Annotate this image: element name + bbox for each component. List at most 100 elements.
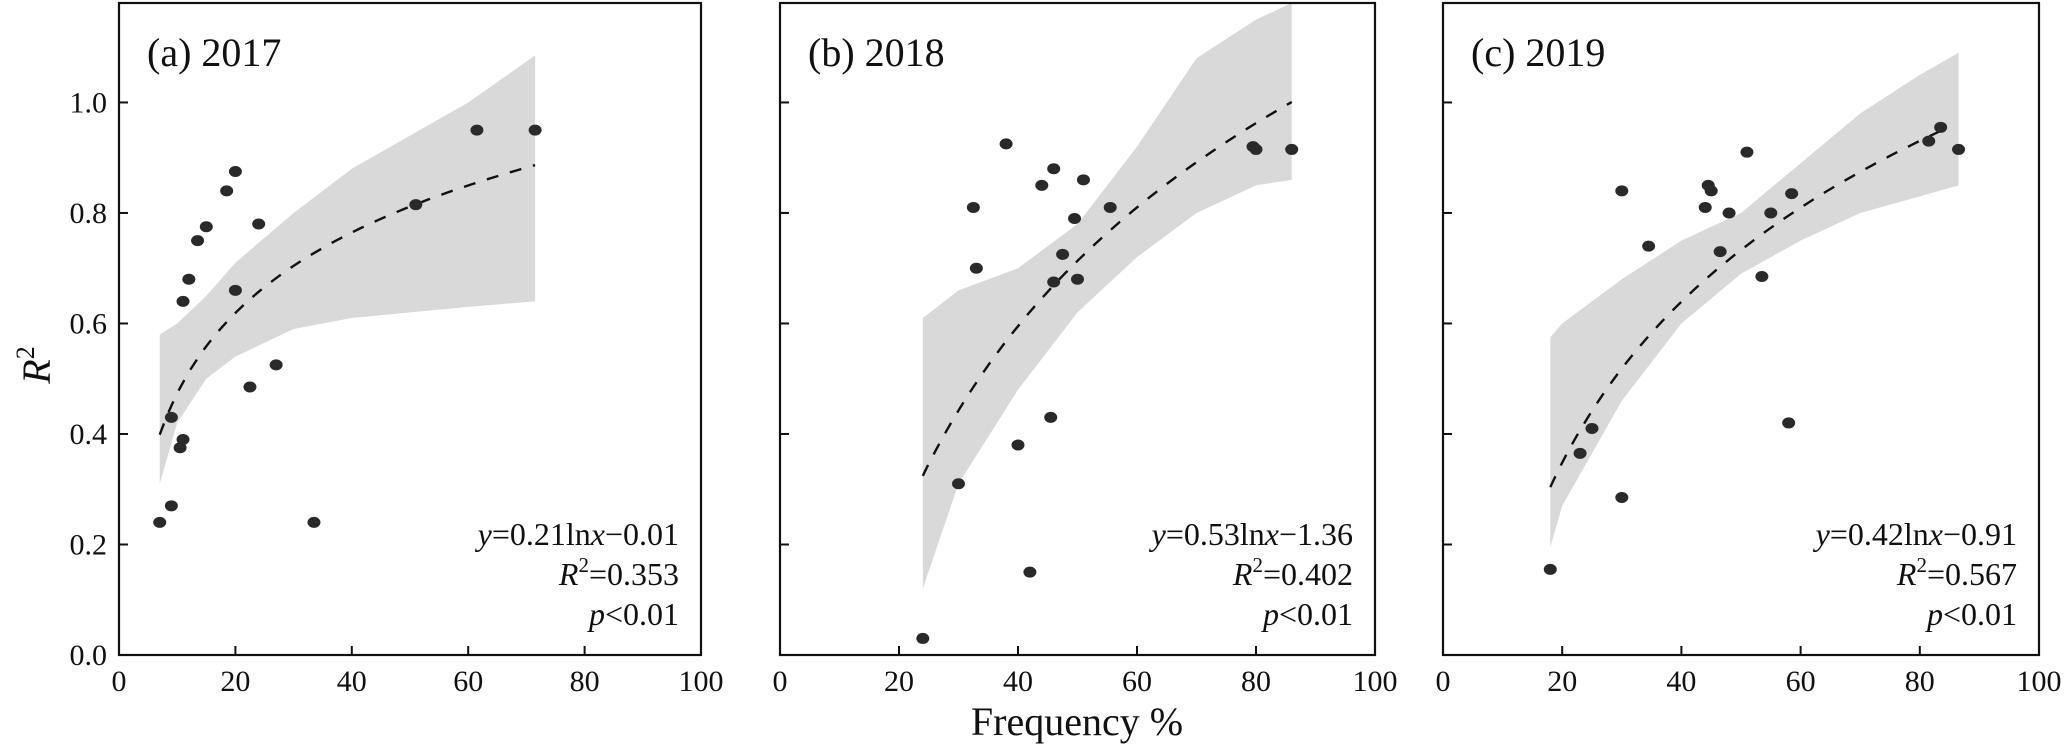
x-tick-label: 20 — [884, 665, 914, 698]
r-label: R — [1896, 556, 1917, 592]
data-point — [1952, 143, 1966, 155]
data-point — [1615, 185, 1629, 197]
data-point — [199, 221, 213, 233]
data-point — [966, 201, 980, 213]
data-point — [1785, 188, 1799, 200]
data-point — [409, 199, 423, 211]
equation-part: −1.36 — [1279, 516, 1353, 552]
data-point — [1922, 135, 1936, 147]
y-tick-label: 0.6 — [70, 307, 108, 340]
x-tick-label: 60 — [1122, 665, 1152, 698]
r-squared-text: R2=0.567 — [1896, 553, 2017, 592]
r-label: R — [558, 556, 579, 592]
data-point — [164, 500, 178, 512]
r-squared-text: R2=0.402 — [1232, 553, 1353, 592]
panel-title: (c) 2019 — [1471, 30, 1605, 75]
x-tick-label: 60 — [453, 665, 483, 698]
p-value: <0.01 — [1279, 596, 1353, 632]
fit-line — [1549, 128, 1945, 488]
x-tick-label: 100 — [679, 665, 724, 698]
axes-frame — [1441, 1, 2041, 657]
x-tick-label: 80 — [1905, 665, 1935, 698]
data-point — [307, 516, 321, 528]
data-point — [1103, 201, 1117, 213]
x-tick-label: 40 — [1666, 665, 1696, 698]
data-point — [182, 273, 196, 285]
data-point — [916, 632, 930, 644]
data-point — [1285, 143, 1299, 155]
p-label: p — [587, 596, 605, 632]
data-point — [1071, 273, 1084, 285]
data-point — [1755, 271, 1769, 283]
data-point — [1782, 417, 1796, 429]
x-tick-label: 20 — [220, 665, 250, 698]
x-tick-label: 0 — [773, 665, 788, 698]
p-value-text: p<0.01 — [1261, 596, 1353, 632]
data-point — [1722, 207, 1736, 219]
x-tick-label: 0 — [112, 665, 127, 698]
data-point — [1615, 492, 1629, 504]
equation-text: y=0.53lnx−1.36 — [1149, 516, 1353, 552]
data-point — [1047, 276, 1061, 288]
r-sup: 2 — [1916, 553, 1927, 577]
equation-part: y — [1813, 516, 1831, 552]
confidence-band — [922, 3, 1292, 589]
data-point — [1543, 563, 1557, 575]
data-point — [1698, 201, 1712, 213]
x-tick-label: 0 — [1436, 665, 1451, 698]
data-point — [228, 166, 242, 178]
fit-line — [158, 163, 536, 436]
equation-part: =0.42ln — [1830, 516, 1929, 552]
axes-frame — [117, 1, 703, 657]
data-point — [1068, 212, 1082, 224]
p-label: p — [1261, 596, 1279, 632]
r-squared-text: R2=0.353 — [558, 553, 679, 592]
x-tick-label: 100 — [2017, 665, 2062, 698]
y-tick-label: 0.2 — [70, 528, 108, 561]
data-point — [1249, 143, 1263, 155]
r-label: R — [1232, 556, 1253, 592]
data-point — [1044, 411, 1058, 423]
p-value: <0.01 — [1943, 596, 2017, 632]
data-point — [999, 138, 1013, 150]
p-value-text: p<0.01 — [587, 596, 679, 632]
data-point — [176, 295, 190, 307]
data-point — [1011, 439, 1025, 451]
panel-title: (b) 2018 — [808, 30, 945, 75]
x-tick-label: 40 — [1003, 665, 1033, 698]
data-point — [220, 185, 234, 197]
p-value: <0.01 — [605, 596, 679, 632]
data-point — [269, 359, 283, 371]
equation-part: −0.01 — [605, 516, 679, 552]
y-tick-label: 0.4 — [70, 418, 108, 451]
y-tick-label: 0.0 — [70, 639, 108, 672]
data-point — [1076, 174, 1090, 186]
equation-part: −0.91 — [1943, 516, 2017, 552]
data-point — [243, 381, 257, 393]
equation-part: =0.53ln — [1166, 516, 1265, 552]
r-sup: 2 — [578, 553, 589, 577]
equation-part: x — [1928, 516, 1943, 552]
data-point — [153, 516, 167, 528]
data-point — [528, 124, 542, 136]
data-point — [176, 434, 190, 446]
equation-part: =0.21ln — [492, 516, 591, 552]
confidence-band — [159, 55, 536, 484]
data-point — [952, 478, 965, 490]
data-point — [1713, 246, 1727, 258]
panel-3: 0 20 40 60 80 100(c) 2019y=0.42lnx−0.91R2=0.5… — [1436, 1, 2062, 698]
confidence-band — [1550, 52, 1959, 548]
panel-2: 0 20 40 60 80 100(b) 2018y=0.53lnx−1.36R2=0.4… — [773, 1, 1398, 698]
y-tick-label: 1.0 — [70, 86, 108, 119]
p-value-text: p<0.01 — [1925, 596, 2017, 632]
data-point — [969, 262, 983, 274]
data-point — [1642, 240, 1656, 252]
data-point — [252, 218, 266, 230]
r-value: =0.567 — [1927, 556, 2017, 592]
y-axis-label: R2 — [11, 346, 59, 384]
x-tick-label: 20 — [1547, 665, 1577, 698]
panel-title: (a) 2017 — [147, 30, 281, 75]
equation-part: y — [475, 516, 493, 552]
data-point — [228, 284, 242, 296]
